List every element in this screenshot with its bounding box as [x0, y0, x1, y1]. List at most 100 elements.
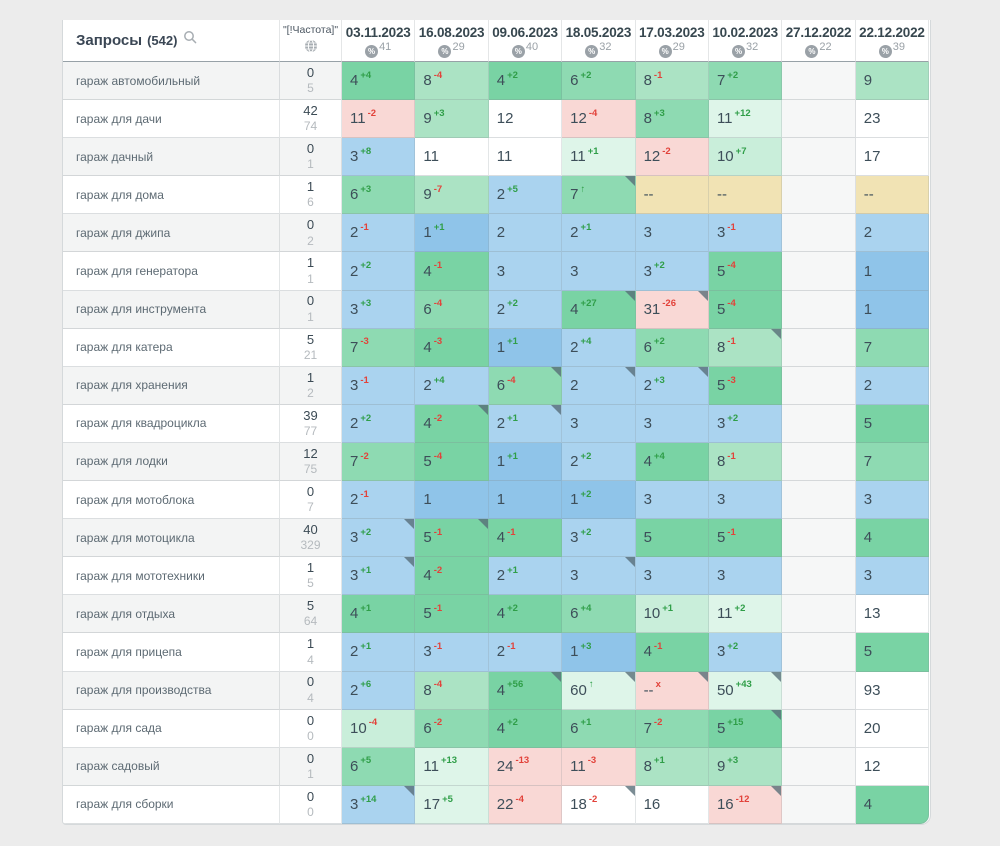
position-cell[interactable]: 3 +14: [342, 785, 416, 824]
date-column-header[interactable]: 18.05.2023% 32: [562, 20, 636, 62]
position-cell[interactable]: 3: [635, 557, 709, 596]
position-cell[interactable]: 7 ↑: [562, 176, 636, 215]
position-cell[interactable]: 2 -1: [488, 633, 563, 672]
position-cell[interactable]: 9 -7: [415, 176, 489, 215]
position-cell[interactable]: 4 +27: [562, 290, 636, 329]
position-cell[interactable]: 3 +2: [562, 519, 636, 558]
position-cell[interactable]: 12: [855, 747, 930, 786]
position-cell[interactable]: 7 -2: [342, 442, 416, 482]
position-cell[interactable]: 13: [855, 595, 930, 634]
position-cell[interactable]: 11 +1: [562, 138, 636, 177]
keyword-cell[interactable]: гараж для хранения: [63, 366, 280, 405]
position-cell[interactable]: 2: [562, 366, 636, 405]
position-cell[interactable]: 3 -1: [342, 366, 416, 405]
position-cell[interactable]: 1: [415, 481, 489, 520]
position-cell[interactable]: 5 -1: [708, 519, 783, 558]
position-cell[interactable]: 4 -1: [635, 633, 709, 672]
keyword-cell[interactable]: гараж для квадроцикла: [63, 404, 280, 443]
keyword-cell[interactable]: гараж дачный: [63, 138, 280, 177]
position-cell[interactable]: --: [708, 176, 783, 215]
position-cell[interactable]: 4 +2: [488, 709, 563, 748]
keyword-cell[interactable]: гараж для дома: [63, 176, 280, 215]
position-cell[interactable]: 12 -4: [562, 100, 636, 139]
position-cell[interactable]: 6 +1: [562, 709, 636, 748]
position-cell[interactable]: 1 +1: [488, 328, 563, 367]
position-cell[interactable]: 11 +2: [708, 595, 783, 634]
position-cell[interactable]: 8 -1: [635, 62, 709, 101]
position-cell[interactable]: 11 -2: [342, 100, 416, 139]
position-cell[interactable]: 10 +7: [708, 138, 783, 177]
position-cell[interactable]: 2 +1: [342, 633, 416, 672]
position-cell[interactable]: 2: [855, 214, 930, 253]
position-cell[interactable]: 2 -1: [342, 214, 416, 253]
date-column-header[interactable]: 10.02.2023% 32: [708, 20, 783, 62]
position-cell[interactable]: 9: [855, 62, 930, 101]
position-cell[interactable]: 9 +3: [415, 100, 489, 139]
position-cell[interactable]: 4 +2: [488, 62, 563, 101]
position-cell[interactable]: 5 +15: [708, 709, 783, 748]
position-cell[interactable]: 5 -1: [415, 519, 489, 558]
position-cell[interactable]: 7 +2: [708, 62, 783, 101]
position-cell[interactable]: 2 +4: [415, 366, 489, 405]
position-cell[interactable]: 2 +2: [342, 404, 416, 443]
position-cell[interactable]: 6 -2: [415, 709, 489, 748]
position-cell[interactable]: 20: [855, 709, 930, 748]
position-cell[interactable]: 5 -4: [415, 442, 489, 482]
date-column-header[interactable]: 03.11.2023% 41: [342, 20, 416, 62]
position-cell[interactable]: 3: [708, 481, 783, 520]
keyword-cell[interactable]: гараж для мотоблока: [63, 481, 280, 520]
position-cell[interactable]: 8 -1: [708, 328, 783, 367]
position-cell[interactable]: 3 +2: [635, 252, 709, 291]
keyword-cell[interactable]: гараж садовый: [63, 747, 280, 786]
position-cell[interactable]: 5 -4: [708, 252, 783, 291]
position-cell[interactable]: 3 +2: [708, 633, 783, 672]
position-cell[interactable]: 12 -2: [635, 138, 709, 177]
position-cell[interactable]: 4 +1: [342, 595, 416, 634]
position-cell[interactable]: 5 -3: [708, 366, 783, 405]
position-cell[interactable]: 6 +4: [562, 595, 636, 634]
keyword-cell[interactable]: гараж для дачи: [63, 100, 280, 139]
position-cell[interactable]: 23: [855, 100, 930, 139]
keyword-cell[interactable]: гараж для лодки: [63, 442, 280, 482]
position-cell[interactable]: 5 -1: [415, 595, 489, 634]
keyword-cell[interactable]: гараж для мотоцикла: [63, 519, 280, 558]
position-cell[interactable]: 2 +1: [488, 557, 563, 596]
position-cell[interactable]: 12: [488, 100, 563, 139]
position-cell[interactable]: 4 +2: [488, 595, 563, 634]
position-cell[interactable]: 7 -3: [342, 328, 416, 367]
date-column-header[interactable]: 09.06.2023% 40: [488, 20, 563, 62]
position-cell[interactable]: 7 -2: [635, 709, 709, 748]
position-cell[interactable]: 6 -4: [415, 290, 489, 329]
date-column-header[interactable]: 16.08.2023% 29: [415, 20, 489, 62]
keyword-cell[interactable]: гараж для мототехники: [63, 557, 280, 596]
position-cell[interactable]: 18 -2: [562, 785, 636, 824]
position-cell[interactable]: 3: [635, 404, 709, 443]
position-cell[interactable]: 3 +2: [342, 519, 416, 558]
position-cell[interactable]: 3 +1: [342, 557, 416, 596]
position-cell[interactable]: 22 -4: [488, 785, 563, 824]
position-cell[interactable]: 8 +1: [635, 747, 709, 786]
position-cell[interactable]: 11: [415, 138, 489, 177]
position-cell[interactable]: 24 -13: [488, 747, 563, 786]
position-cell[interactable]: 3: [635, 214, 709, 253]
position-cell[interactable]: 9 +3: [708, 747, 783, 786]
position-cell[interactable]: 2 +1: [562, 214, 636, 253]
position-cell[interactable]: 3: [562, 252, 636, 291]
position-cell[interactable]: 17: [855, 138, 930, 177]
position-cell[interactable]: 4: [855, 519, 930, 558]
position-cell[interactable]: 3 -1: [415, 633, 489, 672]
position-cell[interactable]: 17 +5: [415, 785, 489, 824]
position-cell[interactable]: 7: [855, 328, 930, 367]
position-cell[interactable]: 4 +4: [635, 442, 709, 482]
position-cell[interactable]: 11: [488, 138, 563, 177]
position-cell[interactable]: 2 +3: [635, 366, 709, 405]
position-cell[interactable]: 3: [708, 557, 783, 596]
position-cell[interactable]: 8 -4: [415, 671, 489, 710]
position-cell[interactable]: 11 +12: [708, 100, 783, 139]
keyword-cell[interactable]: гараж для сада: [63, 709, 280, 748]
keyword-cell[interactable]: гараж для сборки: [63, 785, 280, 824]
date-column-header[interactable]: 22.12.2022% 39: [855, 20, 930, 62]
position-cell[interactable]: 3: [562, 404, 636, 443]
keyword-cell[interactable]: гараж для отдыха: [63, 595, 280, 634]
globe-icon[interactable]: [304, 39, 318, 58]
